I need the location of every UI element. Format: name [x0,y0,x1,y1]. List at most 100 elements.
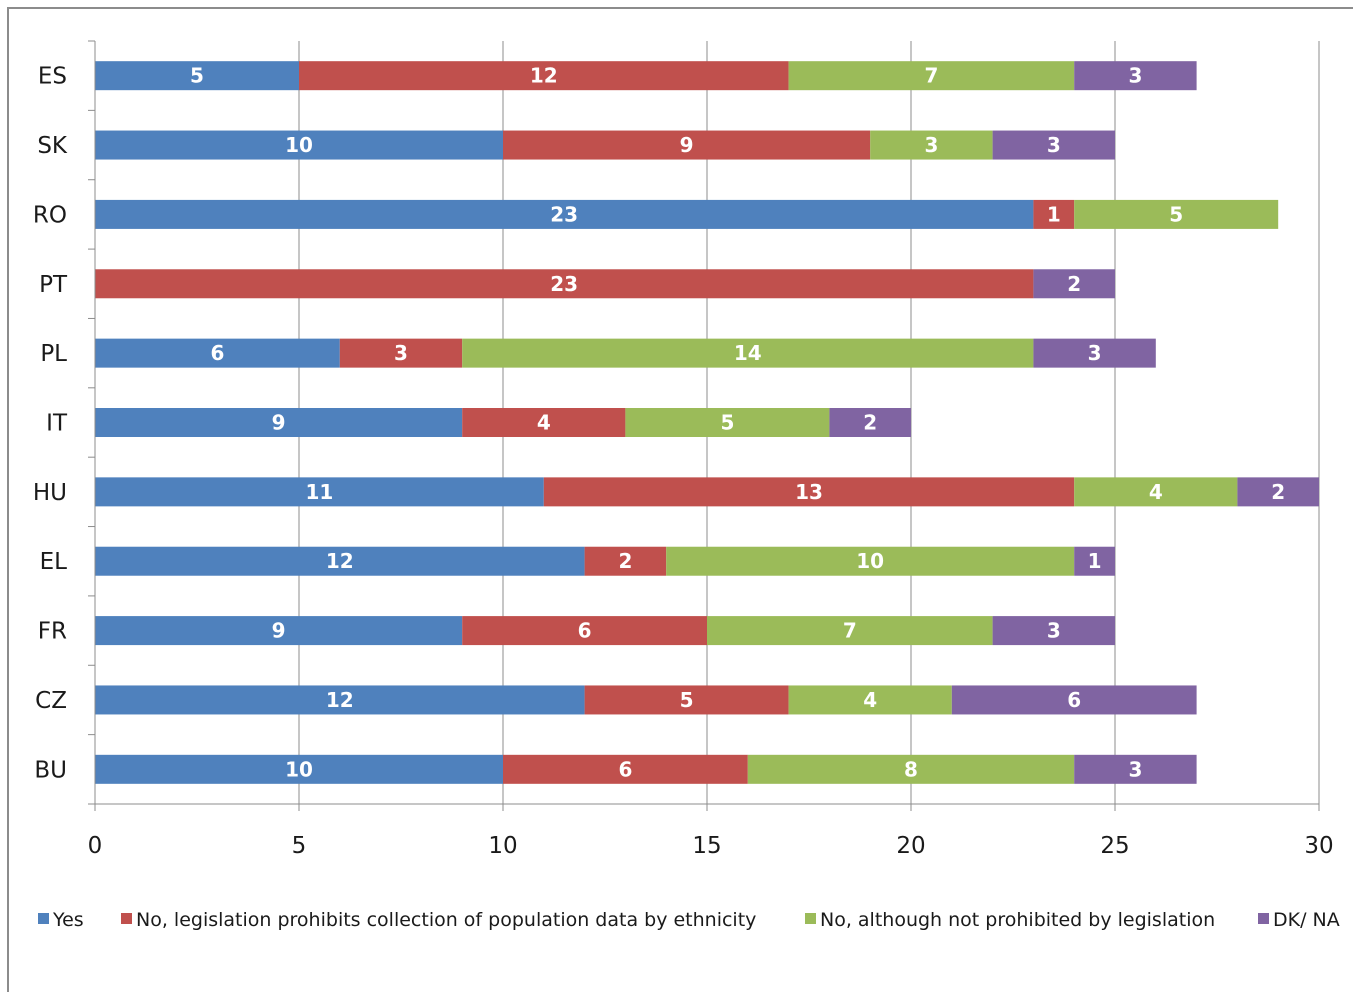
bar-value-label: 9 [272,411,286,435]
x-tick-label: 0 [88,833,103,859]
bar-value-label: 2 [863,411,877,435]
bar-value-label: 12 [326,688,354,712]
bar-segment-IT-3 [829,408,911,437]
category-label-PT: PT [39,272,68,298]
x-tick-label: 30 [1304,833,1333,859]
legend-swatch-2 [805,913,816,924]
bar-segment-IT-1 [462,408,626,437]
bar-value-label: 3 [1128,64,1142,88]
bar-value-label: 2 [618,549,632,573]
category-label-IT: IT [46,411,68,437]
bar-value-label: 4 [537,411,551,435]
bar-value-label: 12 [530,64,558,88]
bar-segment-ES-0 [95,61,299,91]
bar-segment-RO-1 [1033,199,1075,229]
bar-segment-ES-2 [788,61,1075,91]
bar-value-label: 10 [856,549,884,573]
bar-value-label: 10 [285,757,313,781]
category-label-EL: EL [40,549,68,575]
category-label-SK: SK [37,133,68,159]
bar-value-label: 7 [924,64,938,88]
bar-value-label: 4 [863,688,877,712]
bar-segment-HU-0 [95,477,544,507]
bar-value-label: 10 [285,133,313,157]
bar-value-label: 1 [1088,549,1102,573]
category-label-RO: RO [33,202,67,228]
bar-segment-PL-0 [95,338,340,368]
bar-segment-FR-1 [462,616,707,646]
bar-segment-SK-1 [503,130,871,160]
bar-value-label: 5 [720,411,734,435]
bar-segment-RO-2 [1074,199,1279,229]
legend: Yes No, legislation prohibits collection … [38,909,1340,931]
bar-value-label: 2 [1067,272,1081,296]
bar-segment-SK-2 [870,130,993,160]
bar-segment-BU-2 [747,754,1075,784]
legend-swatch-3 [1258,913,1269,924]
bar-value-label: 23 [550,272,578,296]
legend-label-1: No, legislation prohibits collection of … [136,909,756,931]
bar-value-label: 5 [190,64,204,88]
x-tick-label: 10 [488,833,517,859]
bar-value-label: 23 [550,202,578,226]
category-label-CZ: CZ [35,688,67,714]
bar-segment-HU-2 [1074,477,1238,507]
bar-value-label: 14 [734,341,762,365]
legend-label-0: Yes [52,909,84,931]
bar-value-label: 3 [1088,341,1102,365]
bar-segment-ES-3 [1074,61,1197,91]
x-tick-label: 25 [1100,833,1129,859]
category-label-FR: FR [38,619,67,645]
bar-segment-BU-3 [1074,754,1197,784]
bar-segment-EL-0 [95,546,585,576]
bar-value-label: 12 [326,549,354,573]
x-tick-label: 15 [692,833,721,859]
bar-value-label: 2 [1271,480,1285,504]
bar-segment-HU-1 [543,477,1075,507]
legend-label-3: DK/ NA [1273,909,1340,931]
bar-value-label: 9 [272,619,286,643]
category-label-BU: BU [34,757,67,783]
legend-swatch-0 [38,913,49,924]
bar-segment-IT-0 [95,408,463,437]
bar-segment-BU-0 [95,754,503,784]
legend-swatch-1 [121,913,132,924]
bar-value-label: 9 [680,133,694,157]
bar-value-label: 7 [843,619,857,643]
legend-label-2: No, although not prohibited by legislati… [820,909,1215,931]
bar-segment-BU-1 [503,754,748,784]
bar-segment-SK-0 [95,130,503,160]
bar-segment-EL-1 [584,546,667,576]
bar-value-label: 6 [618,757,632,781]
bar-segment-CZ-3 [951,685,1197,715]
bar-value-label: 3 [1047,133,1061,157]
bar-segment-ES-1 [299,61,789,91]
bar-segment-RO-0 [95,199,1034,229]
bar-segment-PL-3 [1033,338,1156,368]
bar-value-label: 8 [904,757,918,781]
bar-value-label: 6 [1067,688,1081,712]
x-tick-label: 20 [896,833,925,859]
bar-segment-PL-2 [462,338,1034,368]
bar-value-label: 11 [305,480,333,504]
bar-value-label: 1 [1047,202,1061,226]
bar-segment-FR-2 [707,616,993,646]
bar-segment-CZ-1 [584,685,789,715]
bars: 5 12 7 3 10 9 3 3 23 1 5 23 2 6 3 14 3 9 4 5 2 11 13 4 2 12 2 10 1 9 6… [95,61,1319,784]
bar-value-label: 4 [1149,480,1163,504]
bar-segment-FR-0 [95,616,463,646]
bar-value-label: 13 [795,480,823,504]
bar-segment-EL-3 [1074,546,1115,576]
bar-value-label: 3 [1128,757,1142,781]
bar-segment-PT-1 [95,269,1034,299]
bar-value-label: 6 [578,619,592,643]
bar-segment-CZ-0 [95,685,585,715]
bar-value-label: 3 [1047,619,1061,643]
chart-frame [7,7,1353,992]
category-label-HU: HU [33,480,67,506]
bar-value-label: 6 [210,341,224,365]
x-tick-label: 5 [292,833,307,859]
bar-value-label: 5 [680,688,694,712]
